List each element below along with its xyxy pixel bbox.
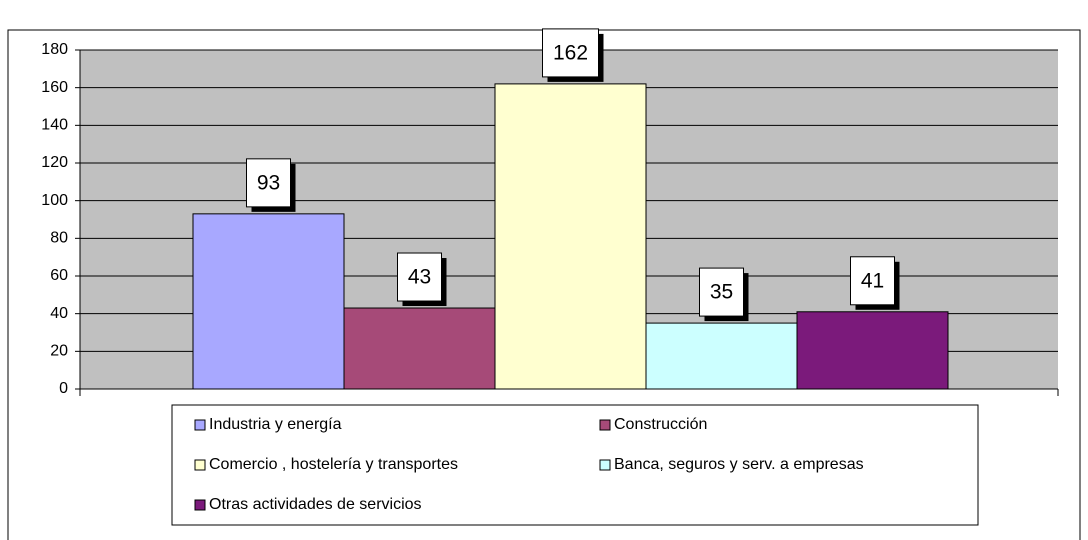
legend-label: Otras actividades de servicios <box>209 496 422 513</box>
data-label: 162 <box>553 41 588 64</box>
legend-box <box>171 404 979 526</box>
bar <box>343 307 496 390</box>
y-tick-label: 140 <box>41 117 68 134</box>
y-tick-label: 0 <box>59 380 68 397</box>
data-label-box <box>397 252 442 302</box>
bar <box>796 311 949 390</box>
legend-label: Construcción <box>614 416 707 433</box>
y-tick-label: 60 <box>50 267 68 284</box>
data-label: 41 <box>861 269 884 292</box>
data-label-box <box>850 256 895 306</box>
y-tick-label: 100 <box>41 192 68 209</box>
y-tick-label: 20 <box>50 343 68 360</box>
data-label: 43 <box>408 266 431 289</box>
legend-swatch <box>599 419 611 431</box>
y-tick-label: 120 <box>41 154 68 171</box>
legend-swatch <box>194 499 206 511</box>
bar <box>494 83 647 390</box>
y-tick-label: 40 <box>50 305 68 322</box>
y-tick-label: 180 <box>41 41 68 58</box>
legend-swatch <box>194 459 206 471</box>
legend-label: Industria y energía <box>209 416 342 433</box>
legend-label: Banca, seguros y serv. a empresas <box>614 456 864 473</box>
data-label: 35 <box>710 281 733 304</box>
bar <box>645 322 798 390</box>
y-tick-label: 160 <box>41 79 68 96</box>
y-tick-label: 80 <box>50 230 68 247</box>
data-label-box <box>699 267 744 317</box>
legend-swatch <box>194 419 206 431</box>
legend-swatch <box>599 459 611 471</box>
data-label: 93 <box>257 171 280 194</box>
legend-label: Comercio , hostelería y transportes <box>209 456 458 473</box>
data-label-box <box>246 158 291 208</box>
data-label-box <box>542 28 599 78</box>
bar <box>192 213 345 390</box>
